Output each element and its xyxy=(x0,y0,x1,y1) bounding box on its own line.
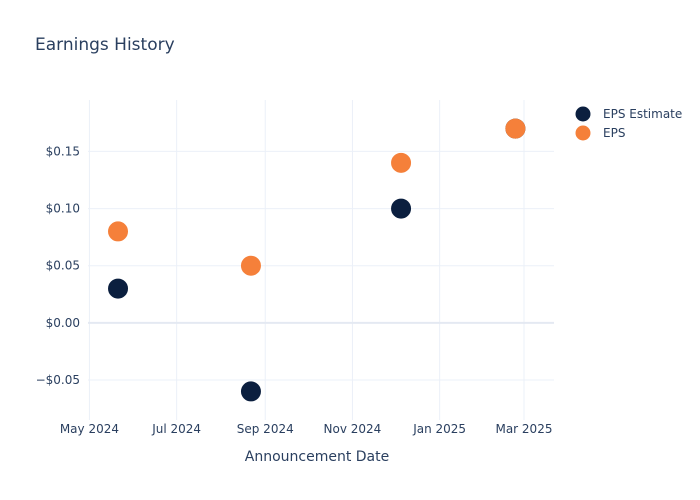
x-tick-label: Sep 2024 xyxy=(237,422,294,436)
y-tick-label: −$0.05 xyxy=(36,373,80,387)
x-tick-label: Jul 2024 xyxy=(151,422,201,436)
grid-layer xyxy=(88,100,554,420)
data-point[interactable] xyxy=(240,381,261,402)
data-point[interactable] xyxy=(108,221,129,242)
legend-marker xyxy=(575,106,591,122)
data-point[interactable] xyxy=(391,198,412,219)
x-tick-label: Mar 2025 xyxy=(495,422,552,436)
data-point[interactable] xyxy=(240,255,261,276)
legend: EPS Estimate EPS xyxy=(575,106,682,141)
data-point[interactable] xyxy=(505,118,526,139)
legend-label: EPS xyxy=(603,126,625,140)
data-point[interactable] xyxy=(391,152,412,173)
points-layer xyxy=(108,118,526,402)
legend-label: EPS Estimate xyxy=(603,107,682,121)
chart-title: Earnings History xyxy=(35,35,175,55)
y-tick-label: $0.10 xyxy=(46,202,80,216)
y-tick-label: $0.05 xyxy=(46,259,80,273)
y-tick-label: $0.00 xyxy=(46,316,80,330)
legend-marker xyxy=(575,125,591,141)
data-point[interactable] xyxy=(108,278,129,299)
x-tick-label: May 2024 xyxy=(60,422,119,436)
x-tick-label: Nov 2024 xyxy=(324,422,382,436)
y-tick-label: $0.15 xyxy=(46,144,80,158)
x-axis-label: Announcement Date xyxy=(245,449,389,465)
x-tick-label: Jan 2025 xyxy=(412,422,466,436)
axis-layer: May 2024 Jul 2024 Sep 2024 Nov 2024 Jan 2025… xyxy=(36,144,553,436)
